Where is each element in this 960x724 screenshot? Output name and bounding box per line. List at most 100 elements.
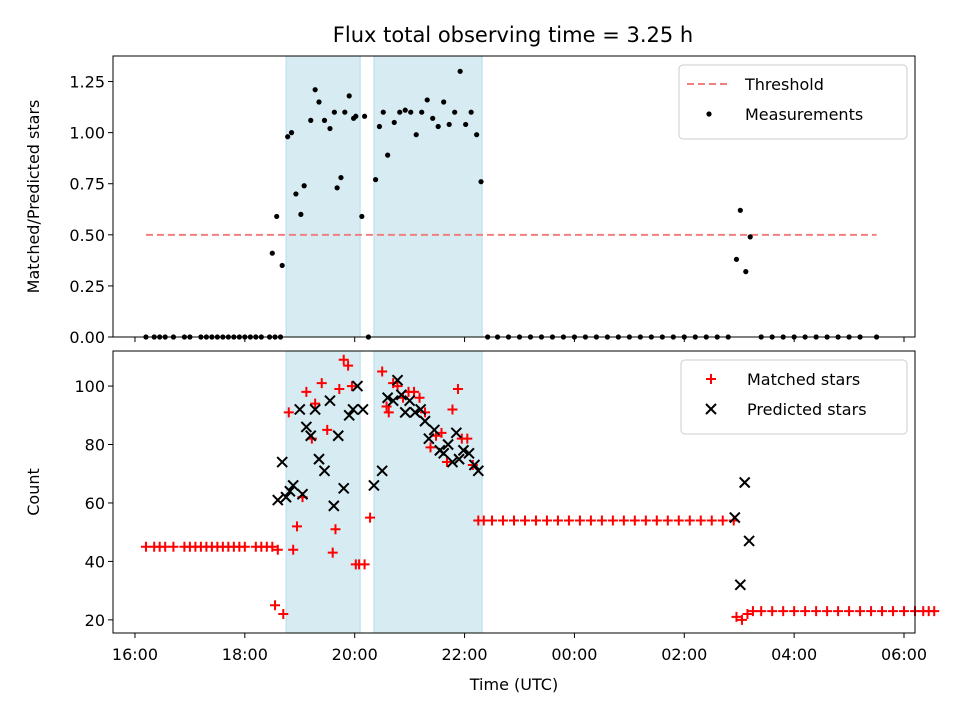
data-point [447,404,458,415]
shaded-interval-1 [373,350,483,634]
data-point [274,213,280,220]
data-point [338,482,350,495]
data-point [272,544,283,555]
data-point [313,453,325,465]
data-point [409,406,421,419]
x-tick-label: 20:00 [332,645,378,664]
data-point [446,456,459,468]
y-tick-label: 100 [74,377,105,396]
x-tick-label: 02:00 [661,645,707,664]
top-panel: 0.00 0.25 0.50 0.75 1.00 1.25 Matched/Predicte… [24,55,916,347]
data-point [441,457,452,468]
data-point [376,123,383,130]
data-point [343,409,355,421]
data-point [452,109,458,115]
data-point [457,68,463,74]
data-point [468,459,481,471]
data-point [877,606,888,617]
x-tick-label: 00:00 [551,645,597,664]
data-point [457,444,470,457]
data-point [423,432,435,445]
data-point [327,125,333,132]
data-point [318,465,331,477]
figure-title: Flux total observing time = 3.25 h [333,23,693,47]
data-point [478,179,484,185]
data-point [298,211,304,217]
data-point [343,360,354,371]
data-point [618,515,629,526]
data-point [332,430,344,442]
data-point [419,109,425,115]
data-point [446,121,452,128]
data-point [294,403,306,416]
data-point [463,121,469,128]
data-point [519,515,530,526]
data-point [463,447,475,459]
x-tick-label: 16:00 [112,645,158,664]
data-point [342,109,348,115]
data-point [736,614,747,625]
data-point [414,403,427,416]
data-point [292,521,303,532]
data-point [359,213,365,220]
data-point [563,515,574,526]
series-predicted-stars [272,374,755,591]
y-axis-label: Matched/Predicted stars [24,100,43,294]
data-point [168,541,179,552]
data-point [293,191,299,197]
shaded-interval-0 [285,55,361,338]
data-point [734,579,747,591]
data-point [424,97,430,103]
data-point [640,515,651,526]
data-point [312,87,318,93]
data-point [338,354,349,365]
data-point [334,383,345,394]
y-axis-label: Count [24,468,43,516]
data-point [381,401,392,412]
legend-swatch [705,403,717,415]
shaded-interval-0 [285,350,361,634]
data-point [662,515,673,526]
data-point [359,559,370,570]
legend-label: Measurements [745,105,863,124]
y-tick-label: 0.50 [69,226,105,245]
data-point [308,117,314,123]
data-point [276,456,288,468]
data-point [729,511,741,524]
data-point [351,380,364,392]
data-point [385,152,391,158]
data-point [756,606,767,617]
data-point [338,174,344,181]
data-point [419,415,431,427]
data-point [430,115,436,121]
data-point [574,515,585,526]
axes-frame [112,350,916,634]
data-point [284,485,296,497]
data-point [437,447,450,459]
y-tick-label: 60 [85,494,105,513]
data-point [280,491,292,503]
data-point [403,394,416,407]
y-tick-label: 0.75 [69,175,105,194]
data-point [585,515,596,526]
legend-box [678,64,908,140]
data-point [596,515,607,526]
y-tick-label: 1.00 [69,124,105,143]
y-tick-label: 40 [85,552,105,571]
bottom-panel: 20 40 60 80 100 16:00 18:00 20:00 22:00 00:00 02:0… [24,350,940,694]
data-point [283,407,294,418]
axes-frame [112,55,916,338]
data-point [498,515,509,526]
data-point [453,453,465,465]
data-point [324,394,336,407]
data-point [673,515,684,526]
data-point [684,515,695,526]
data-point [731,611,742,622]
data-point [239,541,250,552]
data-point [441,99,447,105]
data-point [395,389,408,401]
data-point [778,606,789,617]
data-point [279,262,285,269]
